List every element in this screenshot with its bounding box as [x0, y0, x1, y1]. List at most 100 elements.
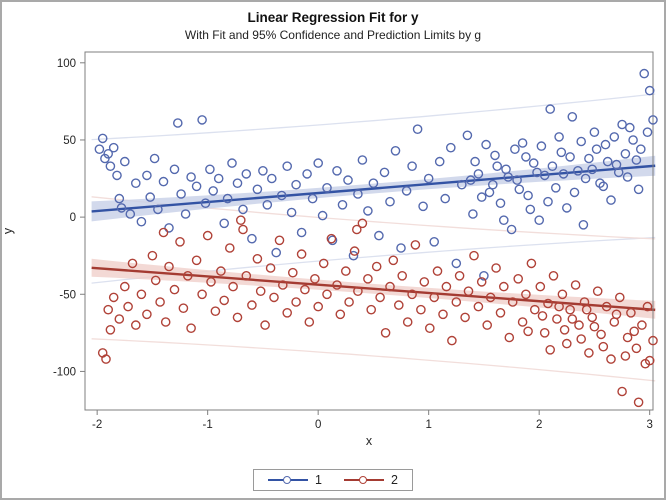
scatter-point-group1 [227, 158, 237, 168]
scatter-point-group1 [528, 158, 539, 168]
x-tick-label: 3 [646, 419, 652, 431]
scatter-point-group1 [374, 230, 384, 241]
scatter-point-group2 [615, 292, 625, 303]
scatter-point-group2 [642, 301, 653, 312]
scatter-point-group1 [473, 169, 484, 179]
scatter-point-group1 [512, 175, 522, 185]
scatter-point-group1 [628, 135, 638, 145]
scatter-point-group1 [468, 209, 478, 219]
scatter-point-group1 [609, 132, 620, 142]
scatter-point-group2 [158, 227, 169, 238]
scatter-point-group1 [105, 161, 116, 171]
y-tick-label: -50 [59, 289, 76, 301]
scatter-point-group1 [302, 169, 312, 179]
scatter-point-group2 [385, 281, 395, 292]
scatter-point-group2 [127, 258, 138, 269]
scatter-point-group1 [434, 156, 445, 167]
scatter-point-group2 [357, 218, 368, 229]
scatter-point-group2 [424, 323, 435, 334]
scatter-point-group2 [491, 263, 501, 273]
y-axis-label: y [1, 227, 15, 235]
scatter-point-group1 [282, 161, 293, 171]
scatter-point-group2 [351, 224, 362, 235]
scatter-point-group1 [562, 203, 572, 213]
scatter-point-group1 [158, 176, 169, 187]
scatter-point-group1 [396, 243, 406, 253]
scatter-point-group2 [598, 341, 609, 352]
scatter-point-group1 [296, 227, 307, 238]
scatter-point-group1 [622, 172, 633, 182]
scatter-point-group2 [252, 253, 263, 264]
scatter-point-group2 [332, 280, 342, 290]
scatter-point-group2 [142, 309, 152, 320]
scatter-point-group2 [353, 286, 363, 297]
scatter-point-group2 [559, 324, 570, 335]
scatter-point-group2 [296, 249, 307, 259]
scatter-point-group2 [548, 270, 559, 281]
scatter-point-group1 [112, 170, 122, 181]
scatter-point-group1 [625, 122, 635, 133]
scatter-point-group1 [176, 189, 186, 199]
scatter-point-group1 [149, 153, 160, 164]
scatter-point-group1 [385, 196, 395, 207]
scatter-point-group1 [445, 142, 456, 153]
scatter-point-group2 [265, 263, 276, 273]
scatter-point-group2 [123, 301, 133, 312]
scatter-point-group2 [224, 243, 235, 253]
scatter-point-group1 [197, 115, 207, 125]
legend: 1 2 [2, 469, 664, 491]
scatter-point-group1 [487, 179, 498, 190]
scatter-point-group2 [228, 281, 238, 292]
scatter-point-group1 [429, 236, 440, 247]
scatter-point-group1 [247, 233, 257, 244]
scatter-point-group2 [105, 324, 116, 335]
scatter-point-group2 [186, 323, 196, 334]
scatter-point-group2 [344, 297, 354, 307]
scatter-point-group2 [473, 301, 484, 312]
x-tick-label: 0 [315, 419, 321, 431]
scatter-point-group2 [567, 314, 578, 324]
scatter-point-group2 [232, 312, 243, 323]
scatter-point-group2 [349, 246, 360, 256]
scatter-point-group2 [611, 309, 622, 320]
scatter-point-group1 [523, 190, 533, 201]
scatter-point-group1 [114, 193, 125, 204]
scatter-point-group2 [322, 289, 332, 300]
scatter-point-group2 [554, 301, 564, 312]
scatter-point-group2 [206, 277, 216, 287]
scatter-point-group2 [130, 320, 141, 330]
scatter-point-group1 [551, 182, 561, 193]
y-tick-label: 100 [57, 58, 76, 70]
scatter-point-group1 [587, 164, 598, 175]
scatter-point-group2 [300, 284, 310, 295]
scatter-point-group2 [191, 255, 202, 266]
scatter-point-group1 [636, 144, 646, 154]
scatter-point-group2 [416, 304, 426, 315]
scatter-point-group1 [200, 198, 211, 208]
scatter-point-group2 [526, 258, 537, 269]
scatter-point-group1 [633, 184, 644, 195]
scatter-point-group2 [318, 258, 329, 269]
scatter-point-group2 [155, 297, 165, 307]
scatter-point-group2 [581, 304, 592, 315]
scatter-point-group2 [238, 224, 248, 235]
scatter-point-group2 [235, 215, 246, 225]
scatter-point-group2 [463, 286, 474, 297]
scatter-point-group2 [447, 335, 457, 346]
scatter-point-group1 [598, 181, 609, 192]
scatter-point-group2 [644, 355, 655, 366]
scatter-point-group1 [534, 215, 545, 225]
scatter-point-group2 [535, 281, 546, 292]
scatter-point-group2 [537, 311, 548, 321]
scatter-point-group1 [348, 250, 359, 261]
scatter-point-group1 [506, 224, 517, 235]
scatter-point-group1 [536, 141, 547, 151]
scatter-point-group2 [182, 270, 193, 281]
scatter-point-group1 [208, 186, 218, 196]
legend-label-group2: 2 [391, 473, 398, 487]
scatter-point-group2 [539, 327, 550, 338]
x-tick-label: -1 [203, 419, 213, 431]
scatter-point-group1 [456, 179, 467, 190]
